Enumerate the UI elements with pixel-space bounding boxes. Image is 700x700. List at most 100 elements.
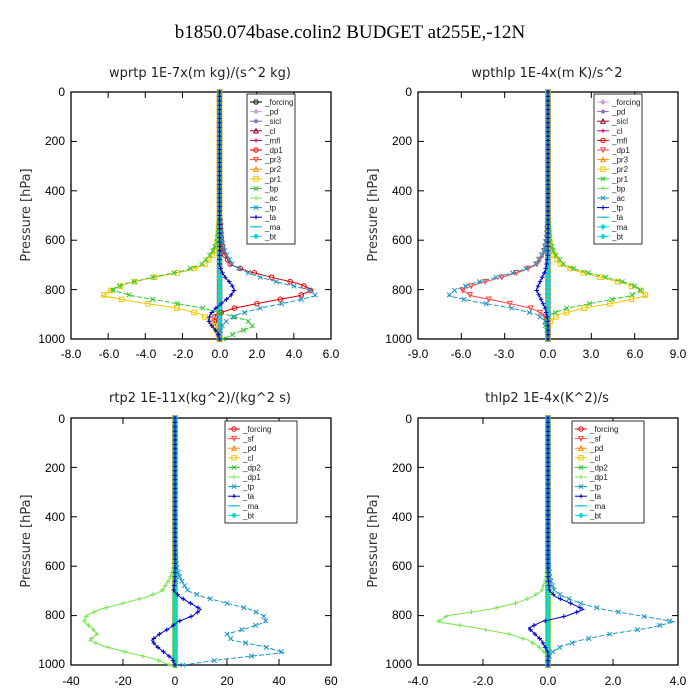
series-marker [545,495,551,500]
series-marker [549,649,556,655]
series-marker [545,556,551,562]
series-marker [223,318,229,325]
series-marker [287,278,293,285]
series-marker [545,561,551,566]
series-marker [545,649,550,655]
series-marker [545,244,551,249]
series-marker [545,235,551,240]
series-marker [230,283,235,289]
panel-title: wprtp 1E-7x(m kg)/(s^2 kg) [109,66,291,81]
series-marker [170,623,176,628]
legend-label: _ma [242,502,259,511]
series-marker [253,176,259,182]
y-tick-label: 0 [58,85,65,99]
axes-frame [70,91,332,340]
series-marker [172,428,178,434]
series-marker [217,222,222,227]
series-marker [513,270,520,277]
series-marker [253,609,259,615]
series-marker [545,191,551,196]
series-marker [262,618,269,624]
series-marker [577,435,585,442]
y-tick-label: 800 [45,283,65,297]
series-marker [231,474,237,480]
series-marker [545,424,551,430]
y-tick-label: 0 [58,412,65,426]
series-marker [172,543,178,549]
series-marker [226,279,232,284]
series-marker [545,499,551,505]
series-marker [199,261,205,267]
series-marker [599,117,607,124]
legend-label: _tp [589,483,602,492]
series-marker [494,605,500,610]
series-marker [167,662,173,668]
series-marker [637,287,643,294]
series-marker [83,614,89,619]
series-marker [545,459,551,465]
series-marker [545,208,551,214]
legend-label: _bt [264,232,277,241]
series-marker [217,133,222,139]
series-marker [545,473,551,478]
y-tick-label: 800 [45,608,65,622]
series-marker [609,296,615,302]
series-marker [248,653,255,659]
legend-item: _forcing [597,98,640,107]
series-marker [245,318,251,325]
series-marker [187,265,194,272]
legend-label: _tp [264,204,277,213]
y-tick-label: 1000 [38,657,65,671]
series-marker [172,534,178,540]
legend-item: _pr3 [250,156,282,165]
series-marker [194,591,200,598]
series-marker [103,605,109,610]
series-marker [561,614,567,619]
series-marker [226,256,233,263]
series-marker [217,94,222,99]
series-marker [277,296,284,303]
legend-item: _sicl [250,117,281,126]
series-marker [551,592,556,597]
series-marker [528,627,533,633]
series-marker [172,539,178,544]
plot-area [70,88,332,343]
series-marker [172,565,178,571]
series-marker [217,89,222,95]
series-marker [506,300,514,308]
legend-label: _forcing [264,98,293,107]
series-marker [568,600,574,606]
series-marker [542,645,548,650]
series-marker [206,319,212,324]
series-marker [122,649,128,655]
axes-frame [70,417,332,666]
series-bp [108,89,255,342]
legend-item: _ta [250,213,277,222]
series-marker [545,574,551,580]
series-line [83,418,176,666]
series-marker [151,636,157,641]
series-marker [545,111,551,117]
legend-item: _dp1 [250,146,283,155]
series-marker [252,156,260,163]
series-marker [545,319,551,324]
series-marker [485,296,492,303]
series-marker [545,138,551,143]
series-marker [578,494,584,499]
series-marker [220,270,225,276]
series-dp1 [436,415,551,668]
series-marker [532,631,538,637]
y-tick-labels: 0 200 400 600 800 1000 [38,85,65,346]
legend-label: _dp1 [242,473,261,482]
legend-item: _tp [250,204,277,213]
x-tick-label: -20 [114,674,132,688]
y-tick-label: 1000 [385,657,412,671]
series-marker [533,592,539,597]
series-marker [642,292,649,298]
series-marker [224,600,230,606]
series-marker [476,279,483,285]
series-marker [600,195,606,201]
series-marker [545,133,551,139]
legend-item: _pr3 [597,156,629,165]
series-marker [446,292,453,298]
